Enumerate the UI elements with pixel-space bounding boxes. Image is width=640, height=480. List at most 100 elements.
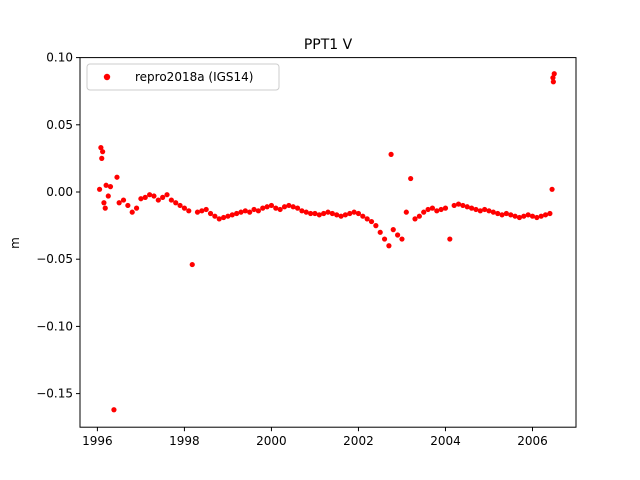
legend-box	[86, 63, 280, 91]
data-point	[125, 202, 131, 209]
y-tick-label: 0.00	[46, 185, 73, 199]
data-point	[99, 155, 105, 161]
data-point	[503, 210, 509, 217]
data-point	[107, 184, 114, 190]
x-tick-label: 2006	[517, 434, 548, 448]
data-point	[203, 206, 209, 213]
data-point	[238, 209, 244, 215]
data-point	[338, 213, 344, 219]
data-point	[416, 213, 422, 219]
data-point	[255, 208, 261, 214]
data-point	[381, 236, 388, 242]
data-point	[412, 216, 418, 222]
data-point	[286, 202, 292, 209]
data-point	[220, 214, 227, 221]
data-point	[120, 197, 127, 203]
data-point	[225, 213, 231, 219]
data-point	[100, 149, 106, 155]
data-point	[347, 210, 353, 217]
data-point	[281, 204, 288, 210]
y-tick-label: −0.05	[36, 252, 73, 266]
data-point	[102, 205, 108, 211]
y-axis: 0.10 0.05 0.00 −0.05 −0.10 −0.15	[36, 51, 80, 401]
data-point	[177, 202, 183, 209]
x-tick-label: 2004	[430, 434, 461, 448]
data-point	[477, 208, 483, 214]
data-point	[212, 213, 218, 219]
data-point	[351, 209, 357, 215]
data-point	[142, 194, 148, 200]
data-point	[199, 208, 205, 214]
legend: repro2018a (IGS14)	[86, 63, 280, 91]
data-point	[473, 206, 479, 213]
y-axis-label: m	[8, 237, 22, 249]
data-point	[260, 205, 266, 211]
data-point	[460, 202, 466, 209]
data-point	[388, 151, 394, 157]
data-point	[229, 212, 235, 218]
legend-marker	[103, 73, 111, 81]
data-point	[534, 214, 540, 221]
data-point	[360, 213, 366, 219]
data-point	[377, 229, 383, 235]
data-point	[147, 192, 153, 198]
data-point	[101, 200, 107, 206]
data-point	[368, 218, 375, 225]
data-point	[421, 209, 427, 215]
data-point	[516, 214, 523, 221]
x-tick-label: 1998	[169, 434, 200, 448]
chart-title: PPT1 V	[304, 37, 353, 53]
data-point	[168, 197, 174, 203]
data-point	[447, 236, 453, 242]
data-point	[111, 407, 117, 413]
data-point	[529, 213, 536, 219]
y-tick-label: 0.05	[46, 118, 73, 132]
data-point	[116, 200, 122, 206]
y-tick-label: −0.15	[36, 387, 73, 401]
data-point	[550, 79, 556, 85]
y-tick-label: −0.10	[36, 319, 73, 333]
data-point	[114, 174, 120, 180]
data-point	[395, 232, 401, 238]
data-point	[442, 205, 449, 211]
data-point	[299, 208, 305, 214]
x-tick-label: 2002	[343, 434, 374, 448]
data-point	[151, 193, 157, 199]
data-point	[373, 223, 379, 229]
data-point	[468, 205, 475, 211]
data-point	[277, 206, 283, 213]
data-point	[103, 182, 109, 188]
data-point	[429, 205, 436, 211]
data-point	[138, 196, 144, 202]
data-point	[408, 175, 414, 182]
data-point	[550, 75, 556, 81]
data-point	[525, 212, 531, 218]
x-axis: 1996 1998 2000 2002 2004 2006	[82, 427, 548, 448]
data-point	[242, 208, 248, 214]
data-point	[247, 209, 253, 215]
data-point	[133, 205, 140, 211]
data-point	[160, 194, 166, 200]
data-point	[307, 210, 314, 217]
data-point	[364, 216, 370, 222]
data-point	[512, 213, 518, 219]
data-point	[329, 210, 335, 217]
data-point	[303, 209, 309, 215]
y-tick-label: 0.10	[46, 51, 73, 65]
data-point	[273, 205, 279, 211]
data-point	[164, 192, 170, 198]
data-point	[173, 200, 179, 206]
x-tick-label: 2000	[256, 434, 287, 448]
data-point	[316, 212, 322, 218]
data-point	[521, 213, 527, 219]
data-point	[290, 204, 296, 210]
data-point	[403, 209, 409, 215]
data-point	[482, 206, 488, 213]
data-point	[216, 216, 222, 222]
data-point	[499, 212, 505, 218]
data-point	[321, 210, 327, 217]
data-point	[438, 206, 444, 213]
data-point	[495, 210, 501, 217]
data-point	[264, 204, 270, 210]
